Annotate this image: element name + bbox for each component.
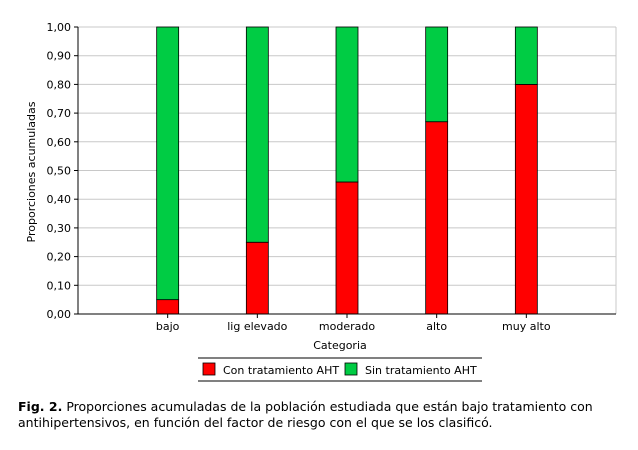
bar-segment	[156, 299, 180, 315]
bar-segment	[245, 241, 269, 315]
bar-segment	[156, 26, 180, 301]
y-tick-label: 1,00	[47, 21, 72, 34]
y-tick-label: 0,70	[47, 107, 72, 120]
y-tick-labels: 0,00 0,10 0,20 0,30 0,40 0,50 0,60 0,70 0,80 0,90…	[47, 21, 72, 321]
x-tick-label: muy alto	[502, 320, 551, 333]
legend-swatch	[202, 362, 216, 376]
bars	[156, 26, 538, 315]
y-tick-label: 0,10	[47, 279, 72, 292]
y-tick-label: 0,60	[47, 136, 72, 149]
bar-segment	[335, 26, 359, 183]
x-tick-label: alto	[426, 320, 447, 333]
x-axis-title: Categoria	[313, 339, 367, 352]
bar-segment	[335, 181, 359, 315]
bar-segment	[245, 26, 269, 243]
caption-text: Proporciones acumuladas de la población …	[18, 399, 593, 430]
legend: Con tratamiento AHT Sin tratamiento AHT	[198, 357, 482, 382]
y-tick-label: 0,50	[47, 165, 72, 178]
stacked-bar-chart: 0,00 0,10 0,20 0,30 0,40 0,50 0,60 0,70 0,80 0,90…	[25, 21, 617, 382]
x-tick-label: lig elevado	[227, 320, 287, 333]
y-tick-label: 0,80	[47, 78, 72, 91]
figure-caption: Fig. 2. Proporciones acumuladas de la po…	[18, 399, 618, 431]
x-tick-label: bajo	[156, 320, 180, 333]
y-tick-label: 0,30	[47, 222, 72, 235]
legend-swatch	[344, 362, 358, 376]
axes	[74, 26, 616, 318]
x-tick-label: moderado	[319, 320, 375, 333]
caption-label: Fig. 2.	[18, 399, 63, 414]
bar-segment	[425, 121, 449, 315]
x-tick-labels: bajo lig elevado moderado alto muy alto	[156, 320, 551, 333]
bar-segment	[514, 26, 538, 85]
y-tick-label: 0,20	[47, 251, 72, 264]
y-axis-title: Proporciones acumuladas	[25, 101, 38, 242]
y-tick-label: 0,00	[47, 308, 72, 321]
bar-segment	[425, 26, 449, 123]
legend-label: Con tratamiento AHT	[223, 364, 339, 377]
legend-label: Sin tratamiento AHT	[365, 364, 477, 377]
y-tick-label: 0,40	[47, 193, 72, 206]
bar-segment	[514, 84, 538, 315]
y-tick-label: 0,90	[47, 50, 72, 63]
